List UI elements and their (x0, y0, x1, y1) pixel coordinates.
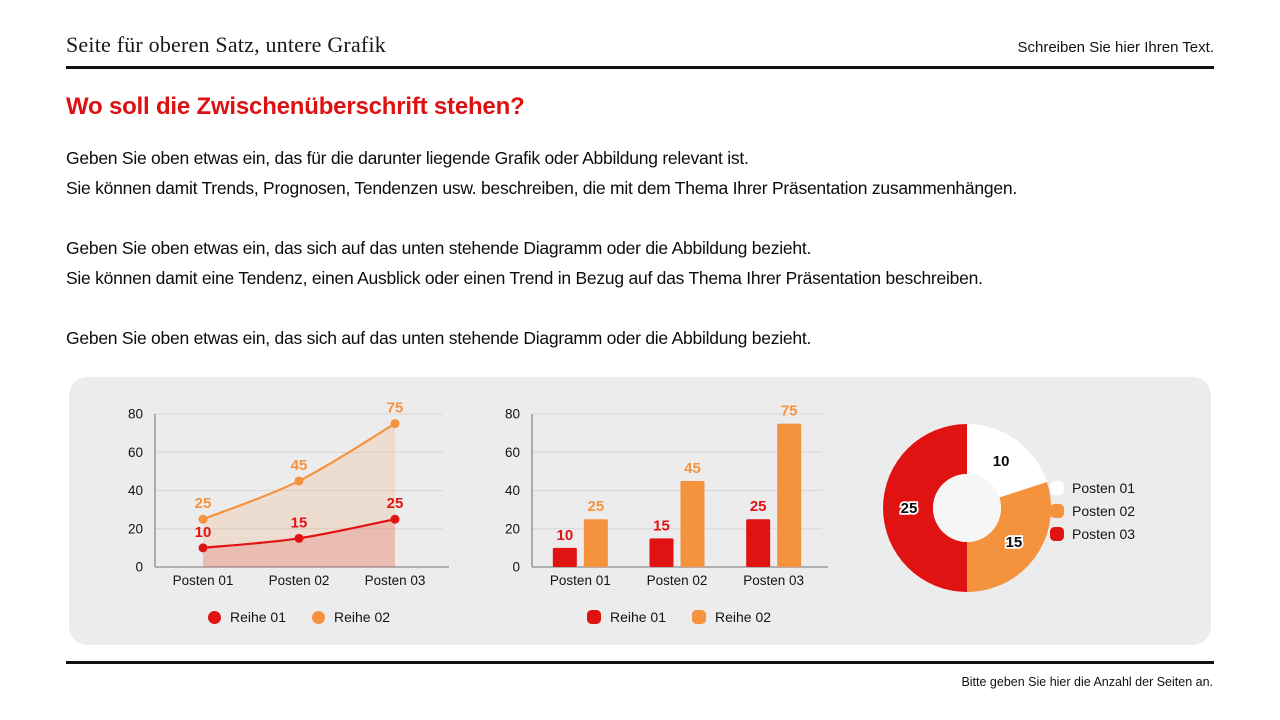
legend-label: Posten 02 (1072, 503, 1136, 519)
data-label: 15 (291, 514, 308, 531)
data-label: 25 (587, 498, 604, 515)
data-label: 75 (781, 403, 798, 420)
header-placeholder-text: Schreiben Sie hier Ihren Text. (1017, 39, 1214, 56)
line-area-chart: 0 20 40 60 80 Posten 01 Posten 02 Posten 03 10 15… (89, 391, 509, 631)
bar (649, 538, 674, 567)
data-label: 45 (684, 460, 701, 477)
section-heading: Wo soll die Zwischenüberschrift stehen? (66, 93, 525, 120)
paragraph-1-line-1: Geben Sie oben etwas ein, das für die da… (66, 148, 749, 168)
donut-chart: 10 15 25 Posten 01 Posten 02 Posten 03 (864, 391, 1204, 631)
legend-label: Reihe 02 (715, 609, 772, 625)
page-title: Seite für oberen Satz, untere Grafik (66, 32, 386, 57)
chart-legend: Reihe 01 Reihe 02 (89, 609, 509, 625)
legend-swatch-square (1050, 527, 1064, 541)
legend-swatch-round (312, 610, 325, 624)
data-point (294, 533, 304, 543)
paragraph-2-line-2: Sie können damit eine Tendenz, einen Aus… (66, 268, 983, 288)
y-tick-label: 80 (128, 407, 143, 422)
bar (552, 547, 577, 567)
legend-item: Posten 02 (1050, 503, 1135, 519)
legend-item: Reihe 01 (207, 609, 286, 625)
data-label: 25 (387, 495, 404, 512)
y-tick-label: 60 (128, 445, 143, 460)
donut-slice (967, 482, 1051, 592)
donut-hole (933, 474, 1001, 542)
donut-slice (967, 424, 1047, 498)
footer-note: Bitte geben Sie hier die Anzahl der Seit… (961, 675, 1213, 689)
charts-panel: 0 20 40 60 80 Posten 01 Posten 02 Posten 03 10 15… (69, 377, 1211, 645)
legend-item: Reihe 02 (312, 609, 390, 625)
bar (746, 519, 771, 567)
paragraph-2-line-1: Geben Sie oben etwas ein, das sich auf d… (66, 238, 812, 258)
legend-swatch-round (207, 610, 221, 624)
paragraph-1-line-2: Sie können damit Trends, Prognosen, Tend… (66, 178, 1017, 198)
data-label: 15 (653, 517, 670, 534)
slice-label: 10 (993, 453, 1010, 470)
data-label: 45 (291, 457, 308, 474)
legend-item: Reihe 01 (586, 609, 666, 625)
y-tick-label: 0 (135, 560, 143, 575)
data-label: 10 (195, 524, 212, 541)
data-point (390, 419, 400, 429)
legend-item: Posten 03 (1050, 526, 1135, 542)
legend-swatch-square (586, 610, 601, 624)
y-tick-label: 0 (512, 560, 520, 575)
legend-item: Posten 01 (1050, 480, 1135, 496)
header-divider (66, 66, 1214, 69)
x-tick-label: Posten 03 (743, 573, 804, 588)
x-tick-label: Posten 03 (365, 573, 426, 588)
area-fill (203, 423, 395, 567)
x-tick-label: Posten 02 (647, 573, 708, 588)
legend-label: Reihe 01 (609, 609, 666, 625)
paragraph-3-line-1: Geben Sie oben etwas ein, das sich auf d… (66, 328, 812, 348)
data-label: 10 (556, 527, 573, 544)
legend-label: Posten 03 (1072, 526, 1136, 542)
donut-slice (883, 424, 967, 592)
donut-chart-svg: 10 15 25 (883, 424, 1051, 592)
legend-swatch-square (1050, 481, 1064, 495)
legend-item: Reihe 02 (692, 609, 771, 625)
bar (583, 519, 608, 567)
data-label: 75 (387, 400, 404, 417)
y-tick-label: 80 (505, 407, 520, 422)
y-tick-label: 40 (128, 483, 143, 498)
slice-label: 25 (901, 500, 918, 517)
area-fill (203, 519, 395, 567)
data-point (294, 476, 304, 486)
data-point (198, 514, 208, 524)
legend-swatch-square (1050, 504, 1064, 518)
legend-swatch-square (692, 610, 706, 624)
slice-label: 15 (1006, 534, 1023, 551)
legend-label: Posten 01 (1072, 480, 1136, 496)
legend-label: Reihe 01 (229, 609, 286, 625)
data-label: 25 (750, 498, 767, 515)
chart-legend: Posten 01 Posten 02 Posten 03 (1050, 480, 1135, 542)
y-tick-label: 20 (505, 521, 520, 536)
y-tick-label: 40 (505, 483, 520, 498)
bar-chart: 0 20 40 60 80 Posten 01 Posten 02 Posten 03 10 15… (499, 391, 859, 631)
bar-chart-svg: 0 20 40 60 80 Posten 01 Posten 02 Posten 03 10 15… (505, 403, 828, 588)
bar (680, 480, 705, 567)
chart-legend: Reihe 01 Reihe 02 (499, 609, 859, 625)
x-tick-label: Posten 01 (173, 573, 234, 588)
footer-divider (66, 661, 1214, 664)
line-chart-svg: 0 20 40 60 80 Posten 01 Posten 02 Posten 03 10 15… (128, 400, 449, 588)
data-label: 25 (195, 495, 212, 512)
legend-label: Reihe 02 (334, 609, 391, 625)
y-tick-label: 20 (128, 521, 143, 536)
bar (777, 423, 802, 567)
y-tick-label: 60 (505, 445, 520, 460)
x-tick-label: Posten 02 (269, 573, 330, 588)
x-tick-label: Posten 01 (550, 573, 611, 588)
data-point (198, 543, 208, 553)
data-point (390, 514, 400, 524)
